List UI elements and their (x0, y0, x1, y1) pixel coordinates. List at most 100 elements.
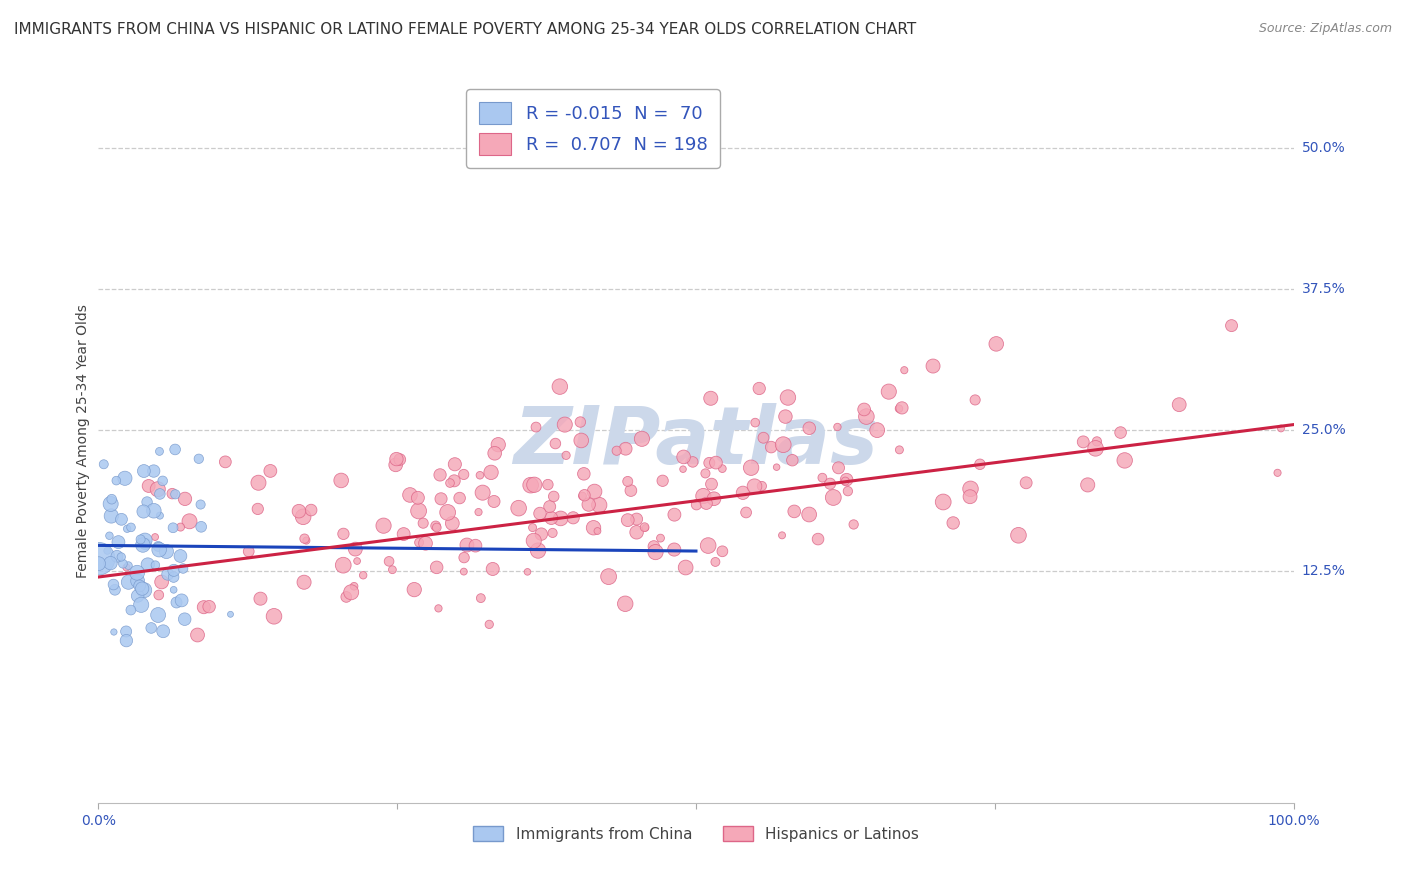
Point (837, 484, 859, 499)
Point (190, 498, 212, 512)
Point (650, 531, 672, 545)
Point (120, 603, 142, 617)
Point (695, 467, 717, 481)
Point (893, 363, 915, 377)
Point (478, 617, 501, 632)
Point (444, 457, 467, 471)
Point (456, 538, 478, 552)
Point (110, 512, 132, 526)
Point (574, 488, 596, 502)
Point (346, 554, 368, 568)
Point (149, 487, 172, 501)
Point (471, 485, 494, 500)
Point (651, 474, 673, 488)
Point (633, 520, 655, 534)
Point (959, 482, 981, 496)
Point (853, 402, 876, 417)
Point (187, 451, 209, 466)
Point (744, 479, 766, 493)
Point (87, 551, 110, 566)
Point (132, 464, 155, 478)
Point (238, 544, 260, 558)
Point (96, 543, 118, 558)
Point (1007, 528, 1029, 542)
Point (115, 522, 138, 536)
Point (247, 475, 270, 490)
Point (152, 474, 174, 488)
Point (166, 595, 188, 609)
Point (508, 501, 530, 516)
Point (148, 540, 170, 554)
Point (672, 450, 695, 464)
Point (136, 495, 159, 509)
Point (470, 591, 492, 606)
Point (1084, 442, 1107, 456)
Point (692, 489, 714, 503)
Point (1220, 318, 1243, 333)
Point (219, 607, 242, 622)
Point (408, 535, 430, 549)
Point (664, 508, 686, 522)
Point (634, 521, 657, 535)
Point (156, 567, 179, 582)
Point (384, 458, 406, 472)
Point (173, 612, 195, 626)
Point (1109, 425, 1132, 440)
Point (155, 544, 177, 558)
Point (120, 520, 142, 534)
Point (344, 542, 367, 557)
Point (388, 452, 411, 467)
Point (115, 624, 138, 639)
Point (932, 495, 955, 509)
Point (330, 474, 353, 488)
Point (107, 535, 129, 549)
Point (169, 549, 191, 563)
Point (711, 461, 734, 475)
Point (516, 565, 538, 579)
Point (544, 436, 567, 450)
Point (519, 478, 541, 492)
Point (179, 514, 201, 528)
Point (193, 600, 215, 615)
Text: 37.5%: 37.5% (1302, 282, 1346, 296)
Point (292, 509, 315, 524)
Point (352, 568, 374, 582)
Point (775, 409, 797, 424)
Point (295, 533, 318, 548)
Point (537, 477, 560, 491)
Point (162, 486, 184, 500)
Point (703, 491, 725, 506)
Point (770, 528, 793, 542)
Point (700, 392, 723, 406)
Point (172, 561, 194, 575)
Point (332, 558, 354, 573)
Point (969, 457, 991, 471)
Point (294, 532, 316, 546)
Point (855, 409, 877, 424)
Point (443, 474, 465, 488)
Text: ZIPatlas: ZIPatlas (513, 402, 879, 481)
Point (392, 527, 415, 541)
Point (807, 532, 830, 546)
Point (115, 560, 138, 574)
Point (468, 468, 491, 483)
Text: Source: ZipAtlas.com: Source: ZipAtlas.com (1258, 22, 1392, 36)
Point (522, 520, 544, 534)
Point (482, 494, 505, 508)
Point (827, 460, 849, 475)
Point (246, 502, 269, 516)
Point (744, 416, 766, 430)
Point (214, 455, 236, 469)
Point (866, 423, 889, 437)
Point (134, 537, 156, 551)
Point (626, 525, 648, 540)
Point (100, 508, 122, 523)
Point (378, 554, 401, 568)
Point (415, 536, 437, 550)
Point (685, 498, 707, 512)
Point (404, 582, 426, 597)
Point (823, 491, 845, 505)
Point (127, 574, 149, 588)
Point (782, 453, 804, 467)
Point (891, 401, 914, 415)
